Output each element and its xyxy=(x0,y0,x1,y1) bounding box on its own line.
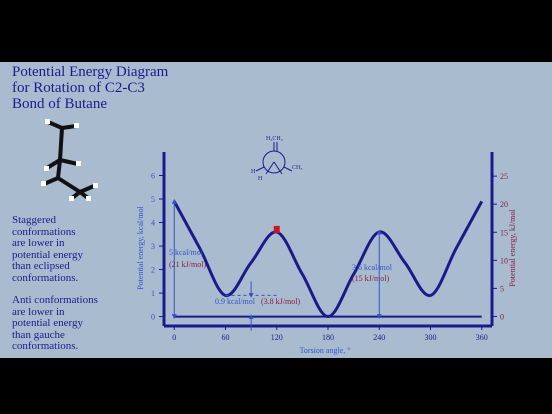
y2-tick-label: 10 xyxy=(500,256,508,265)
title-line-3: Bond of Butane xyxy=(12,96,107,112)
y2-tick-label: 5 xyxy=(500,284,504,293)
chart-axes xyxy=(162,152,494,328)
gauche-kj-label: (3.8 kJ/mol) xyxy=(261,297,300,306)
y-tick-label: 6 xyxy=(151,172,155,181)
anti-line-3: potential energy xyxy=(12,317,83,329)
x-tick-label: 60 xyxy=(222,333,230,342)
diagram-panel xyxy=(0,62,552,358)
y2-tick-label: 20 xyxy=(500,200,508,209)
x-axis-label: Torsion angle, ° xyxy=(300,346,351,355)
y2-tick-label: 15 xyxy=(500,228,508,237)
eclipsed-kj-label: (21 kJ/mol) xyxy=(169,260,206,269)
y-tick-label: 2 xyxy=(151,266,155,275)
y-tick-label: 0 xyxy=(151,313,155,322)
y-tick-label: 1 xyxy=(151,289,155,298)
staggered-line-6: conformations. xyxy=(12,271,79,284)
eclipsed2-kj-label: (15 kJ/mol) xyxy=(352,274,389,283)
anti-line-2: are lower in xyxy=(12,305,65,318)
gauche-kcal-label: 0.9 kcal/mol xyxy=(215,297,256,306)
y-tick-label: 3 xyxy=(151,242,155,251)
y-tick-label: 5 xyxy=(151,195,155,204)
y-axis-label: Potential energy, kcal/mol xyxy=(136,205,145,289)
x-tick-label: 360 xyxy=(476,333,488,342)
y-tick-label: 4 xyxy=(151,219,155,228)
staggered-line-5: than eclipsed xyxy=(12,260,70,272)
x-tick-label: 300 xyxy=(425,333,437,342)
anti-line-1: Anti conformations xyxy=(12,294,98,306)
staggered-note: Staggered conformations are lower in pot… xyxy=(12,214,127,284)
staggered-line-1: Staggered xyxy=(12,214,56,226)
y2-tick-label: 0 xyxy=(500,312,504,321)
anti-line-4: than gauche xyxy=(12,328,65,341)
anti-line-5: conformations. xyxy=(12,340,79,352)
x-tick-label: 180 xyxy=(322,333,334,342)
eclipsed-kcal-label: 5 kcal/mol xyxy=(169,248,204,257)
title-line-2: for Rotation of C2-C3 xyxy=(12,80,145,96)
chart-annotations: 5 kcal/mol (21 kJ/mol) 0.9 kcal/mol (3.8… xyxy=(169,198,393,331)
y2-tick-label: 25 xyxy=(500,172,508,181)
staggered-line-4: potential energy xyxy=(12,248,83,261)
anti-note: Anti conformations are lower in potentia… xyxy=(12,294,127,353)
eclipsed-marker xyxy=(273,225,280,233)
title-line-1: Potential Energy Diagram xyxy=(12,64,169,80)
eclipsed2-kcal-label: 3.6 kcal/mol xyxy=(352,263,393,272)
y2-axis-label: Potential energy, kJ/mol xyxy=(508,209,517,287)
staggered-line-3: are lower in xyxy=(12,237,65,249)
x-tick-label: 120 xyxy=(271,333,283,342)
x-tick-label: 0 xyxy=(172,333,176,342)
staggered-line-2: conformations xyxy=(12,225,76,238)
diagram-title: Potential Energy Diagram for Rotation of… xyxy=(12,64,192,112)
x-tick-label: 240 xyxy=(373,333,385,342)
